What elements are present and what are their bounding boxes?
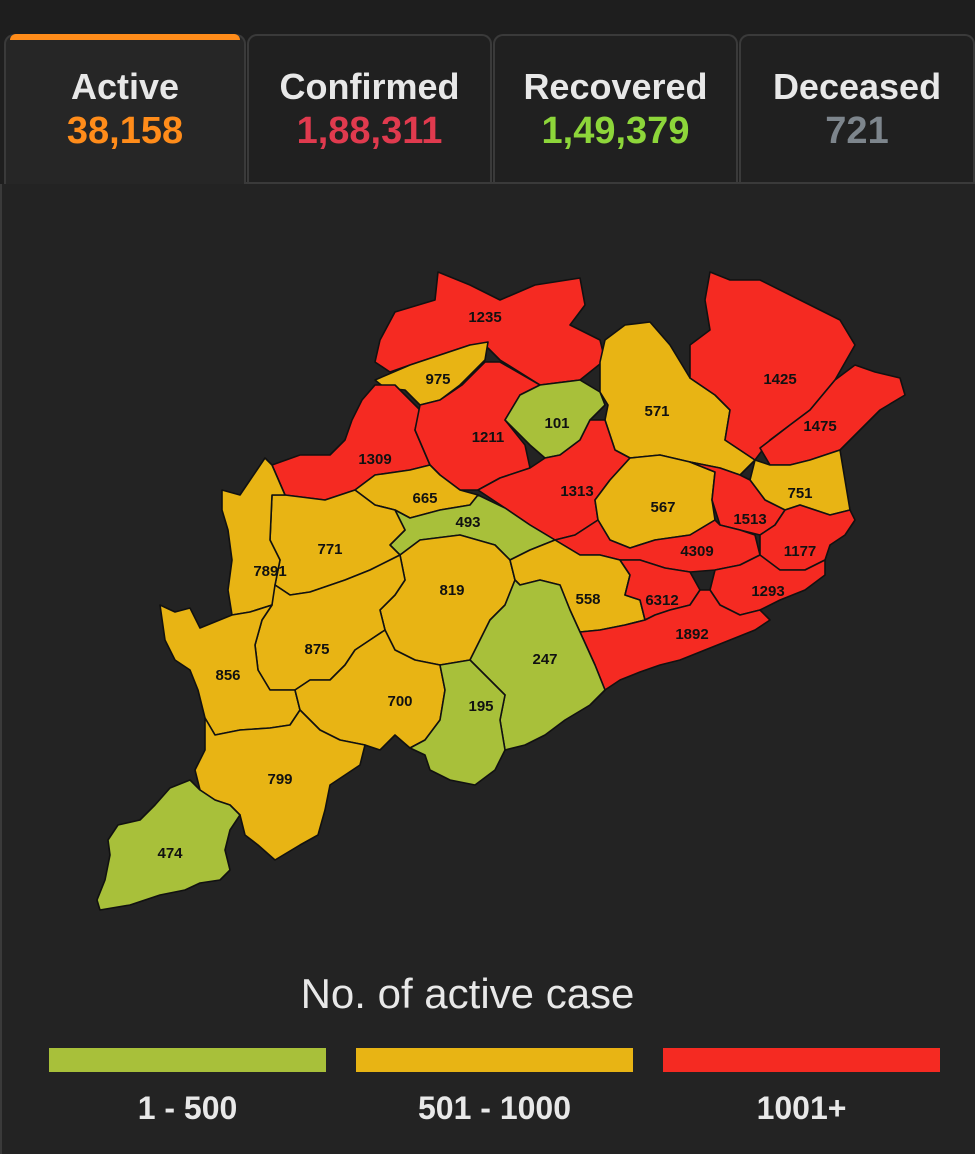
- district-1892[interactable]: [579, 589, 771, 691]
- district-value-label: 1235: [468, 309, 501, 326]
- tab-recovered-value: 1,49,379: [541, 110, 690, 152]
- district-value-label: 975: [425, 371, 450, 388]
- legend-title: No. of active case: [300, 970, 635, 1017]
- district-value-label: 101: [544, 415, 569, 432]
- legend-label-mid: 501 - 1000: [417, 1090, 571, 1126]
- district-474[interactable]: [96, 779, 241, 911]
- legend-label-low: 1 - 500: [137, 1090, 238, 1126]
- district-value-label: 1211: [472, 429, 505, 446]
- district-value-label: 819: [439, 582, 464, 599]
- district-value-label: 1177: [784, 543, 817, 560]
- district-value-label: 1513: [733, 511, 766, 528]
- district-value-label: 700: [387, 693, 412, 710]
- district-195[interactable]: [409, 659, 506, 786]
- district-value-label: 493: [455, 514, 480, 531]
- district-value-label: 856: [215, 667, 240, 684]
- district-value-label: 799: [267, 771, 292, 788]
- district-value-label: 665: [412, 490, 437, 507]
- district-value-label: 6312: [645, 592, 678, 609]
- stat-tabs: Active 38,158 Confirmed 1,88,311 Recover…: [0, 34, 975, 184]
- legend-swatch-high: [663, 1048, 940, 1072]
- legend-swatch-low: [49, 1048, 326, 1072]
- legend-label-high: 1001+: [756, 1090, 847, 1126]
- tab-active-value: 38,158: [66, 110, 184, 152]
- district-value-label: 1313: [560, 483, 593, 500]
- tab-divider: [246, 182, 975, 184]
- tab-confirmed-value: 1,88,311: [296, 110, 443, 152]
- district-value-label: 474: [157, 845, 183, 862]
- district-map: 1235 975 1309 1211 101 571 1425 1475 665 1313 567 7…: [96, 271, 906, 911]
- district-value-label: 1892: [675, 626, 708, 643]
- district-value-label: 571: [644, 403, 669, 420]
- tab-confirmed[interactable]: Confirmed 1,88,311: [247, 34, 492, 184]
- district-value-label: 558: [575, 591, 600, 608]
- tab-active[interactable]: Active 38,158: [4, 34, 246, 184]
- district-value-label: 195: [468, 698, 493, 715]
- district-value-label: 751: [787, 485, 812, 502]
- district-value-label: 247: [532, 651, 557, 668]
- district-975[interactable]: [374, 341, 489, 406]
- district-value-label: 1309: [358, 451, 391, 468]
- tab-deceased[interactable]: Deceased 721: [739, 34, 975, 184]
- district-value-label: 7891: [253, 563, 286, 580]
- district-value-label: 1425: [763, 371, 796, 388]
- tab-deceased-value: 721: [825, 110, 889, 152]
- legend-swatch-mid: [356, 1048, 633, 1072]
- tab-recovered-label: Recovered: [523, 66, 708, 107]
- district-value-label: 4309: [680, 543, 713, 560]
- tab-confirmed-label: Confirmed: [279, 66, 460, 107]
- tab-deceased-label: Deceased: [772, 66, 942, 107]
- tab-active-label: Active: [70, 66, 180, 107]
- district-value-label: 771: [317, 541, 342, 558]
- tab-recovered[interactable]: Recovered 1,49,379: [493, 34, 738, 184]
- district-value-label: 1293: [751, 583, 784, 600]
- district-value-label: 875: [304, 641, 329, 658]
- district-value-label: 567: [650, 499, 675, 516]
- district-value-label: 1475: [803, 418, 836, 435]
